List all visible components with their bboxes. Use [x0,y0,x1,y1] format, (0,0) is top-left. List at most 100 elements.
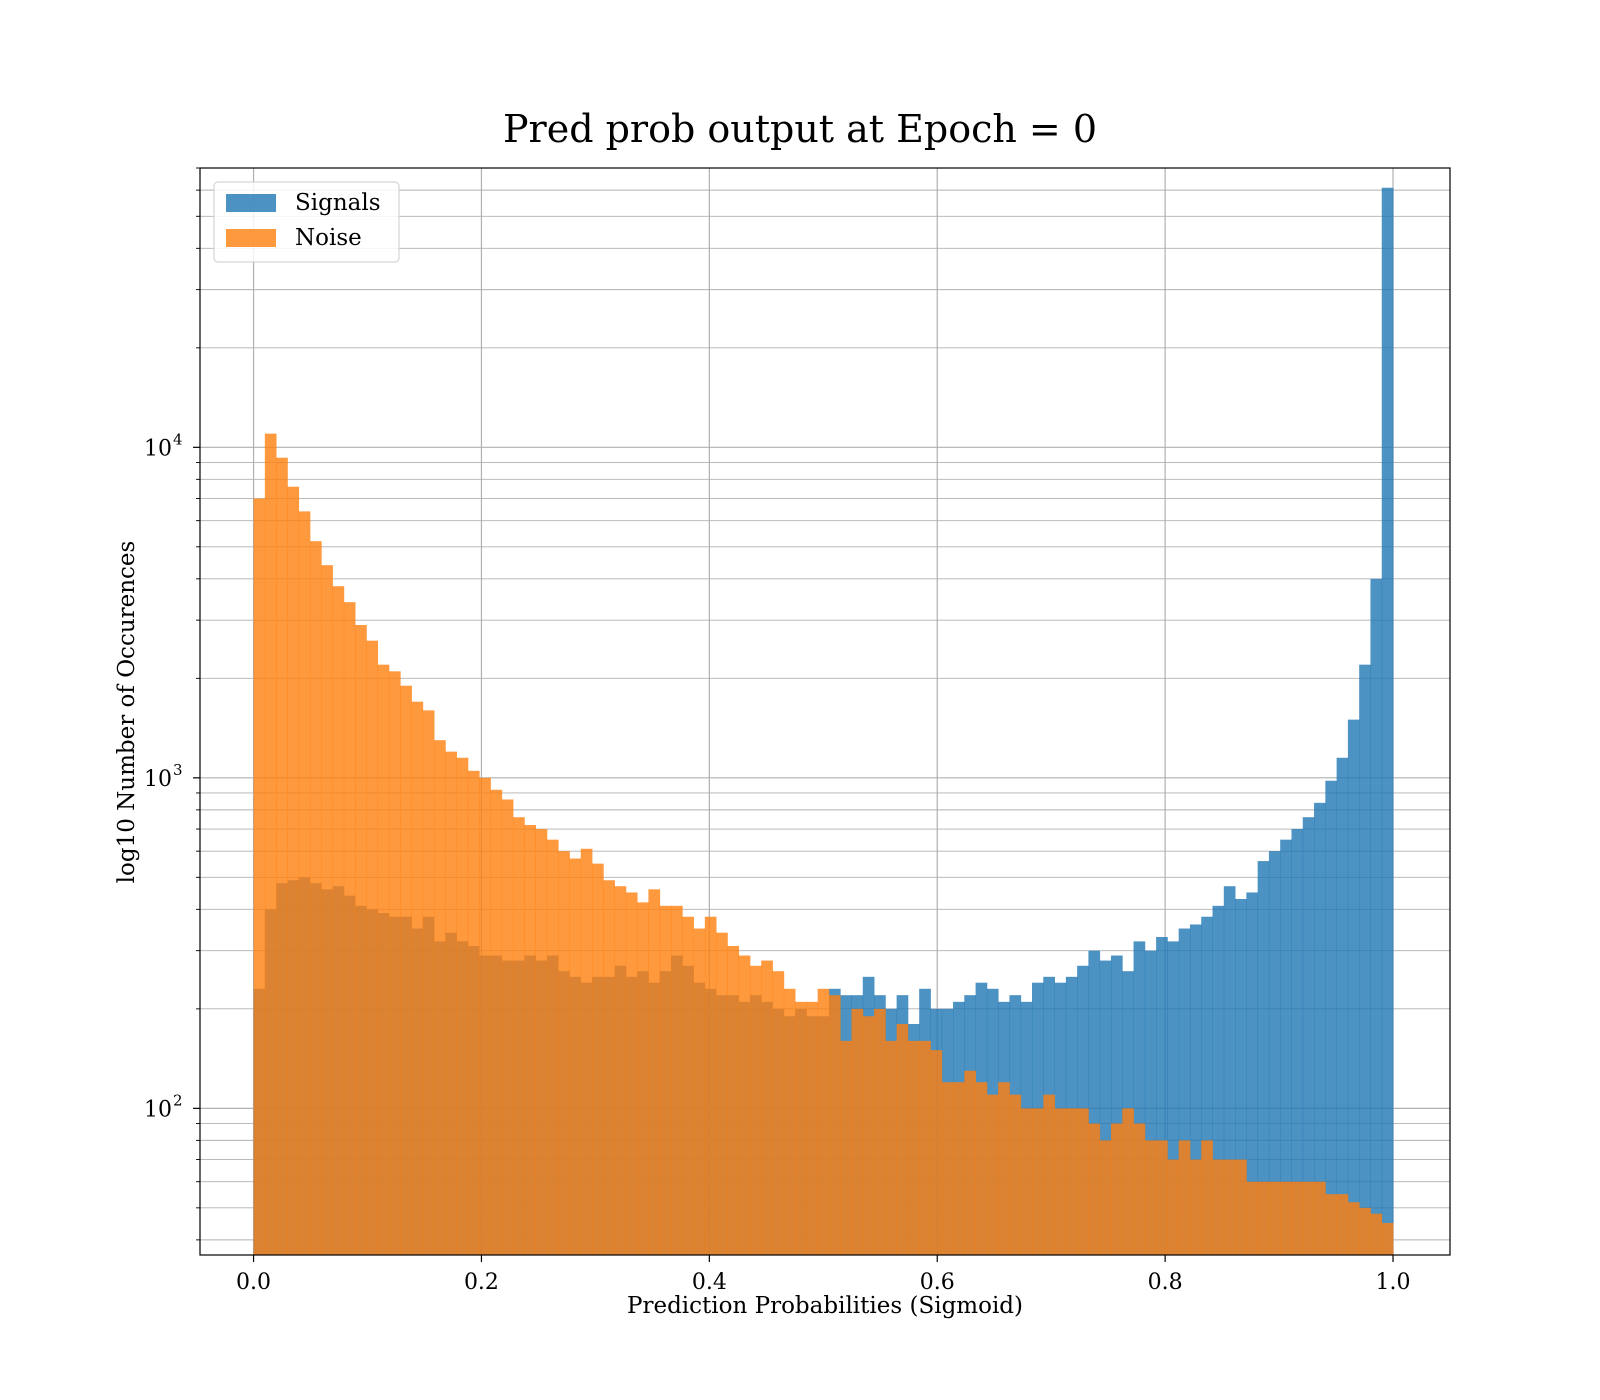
histogram-bar [298,511,311,1256]
histogram-bar [1189,924,1202,1255]
histogram-bar [1246,892,1259,1255]
y-tick-exponent: 3 [173,761,183,779]
histogram-bar [795,1001,807,1255]
x-tick-label: 0.6 [920,1270,955,1295]
legend-swatch-signals [226,194,276,212]
histogram-bar [975,1082,988,1255]
histogram-bar [1325,1194,1338,1255]
histogram-bar [896,1023,909,1255]
histogram-bar [558,851,570,1255]
histogram-bar [828,995,841,1255]
histogram-bar [1359,664,1371,1255]
histogram-bar [1314,802,1326,1255]
histogram-bar [1189,1159,1202,1255]
histogram-bar [862,1016,875,1255]
histogram-bar [1370,578,1383,1255]
histogram-bar [1381,187,1394,1255]
histogram-bar [998,1082,1010,1255]
histogram-bar [287,486,300,1256]
histogram-bar [682,916,694,1255]
histogram-bar [1280,839,1292,1255]
histogram-bar [704,916,717,1255]
histogram-bar [1223,886,1236,1255]
histogram-bar [930,1050,943,1255]
histogram-bar [749,965,762,1255]
histogram-bar [614,886,627,1255]
histogram-bar [467,770,480,1255]
histogram-bar [919,1040,931,1255]
y-tick-label: 10 [144,1097,172,1122]
histogram-bar [456,757,469,1255]
histogram-bar [1280,1181,1292,1255]
histogram-bar [1336,757,1349,1255]
histogram-bar [1257,1181,1270,1255]
histogram-bar [1370,1213,1383,1255]
histogram-bar [659,905,672,1255]
chart-title: Pred prob output at Epoch = 0 [503,107,1097,151]
histogram-bar [1167,1159,1180,1255]
y-tick-exponent: 4 [173,430,183,448]
histogram-bar [1268,1181,1281,1255]
x-tick-label: 0.4 [692,1270,727,1295]
histogram-bar [1347,719,1360,1255]
histogram-bar [546,839,559,1255]
histogram-bar [569,858,582,1255]
histogram-bar [434,740,446,1255]
histogram-bar [1212,1159,1225,1255]
histogram-bar [535,829,548,1255]
histogram-bar [445,751,458,1255]
histogram-bar [422,710,435,1255]
histogram-bar [716,932,728,1255]
histogram-bar [693,928,706,1255]
histogram-bar [253,498,266,1256]
y-axis-label: log10 Number of Occurences [114,541,140,884]
histogram-bar [1122,1108,1134,1255]
histogram-bar [321,565,333,1255]
histogram-bar [953,1082,965,1255]
histogram-bar [1077,1108,1089,1255]
histogram-bar [343,602,356,1255]
histogram-bar [761,960,773,1255]
histogram-bar [501,799,514,1255]
histogram-bar [1314,1181,1326,1255]
histogram-bar [366,640,379,1255]
histogram-bar [1257,861,1270,1255]
histogram-bar [941,1082,954,1255]
histogram-bar [411,701,424,1255]
histogram-bar [276,457,288,1255]
plot-frame [199,167,1451,1256]
histogram-bar [1110,955,1123,1255]
histogram-bar [670,905,683,1255]
histogram-bar [874,1008,886,1255]
histogram-bar [1099,1140,1112,1255]
histogram-bar [1088,950,1101,1255]
y-tick-label: 10 [144,767,172,792]
histogram-bar [1088,1123,1101,1255]
x-axis-label: Prediction Probabilities (Sigmoid) [627,1293,1023,1319]
histogram-bar [1133,941,1146,1255]
histogram-bar [592,863,604,1255]
histogram-bar [625,892,638,1255]
histogram-bar [524,824,537,1255]
histogram-bar [738,955,751,1255]
legend-swatch-noise [226,229,276,247]
histogram-bar [1302,1181,1315,1255]
histogram-bar [1144,1140,1157,1255]
histogram-bar [332,586,345,1255]
histogram-bar [1110,1123,1123,1255]
legend: Signals Noise [213,181,400,263]
histogram-bar [1178,1140,1191,1255]
legend-label-signals: Signals [295,190,381,216]
histogram-bar [1201,1140,1213,1255]
histogram-bar [840,1040,852,1255]
histogram-bar [1381,1222,1394,1255]
histogram-bar [851,1008,864,1255]
histogram-bar [1032,1108,1044,1255]
series-noise [253,433,1394,1256]
x-tick-label: 1.0 [1376,1270,1411,1295]
histogram-bars [253,187,1394,1256]
histogram-bar [1054,1108,1067,1255]
histogram-bar [1167,941,1180,1255]
y-tick-label: 10 [144,436,172,461]
